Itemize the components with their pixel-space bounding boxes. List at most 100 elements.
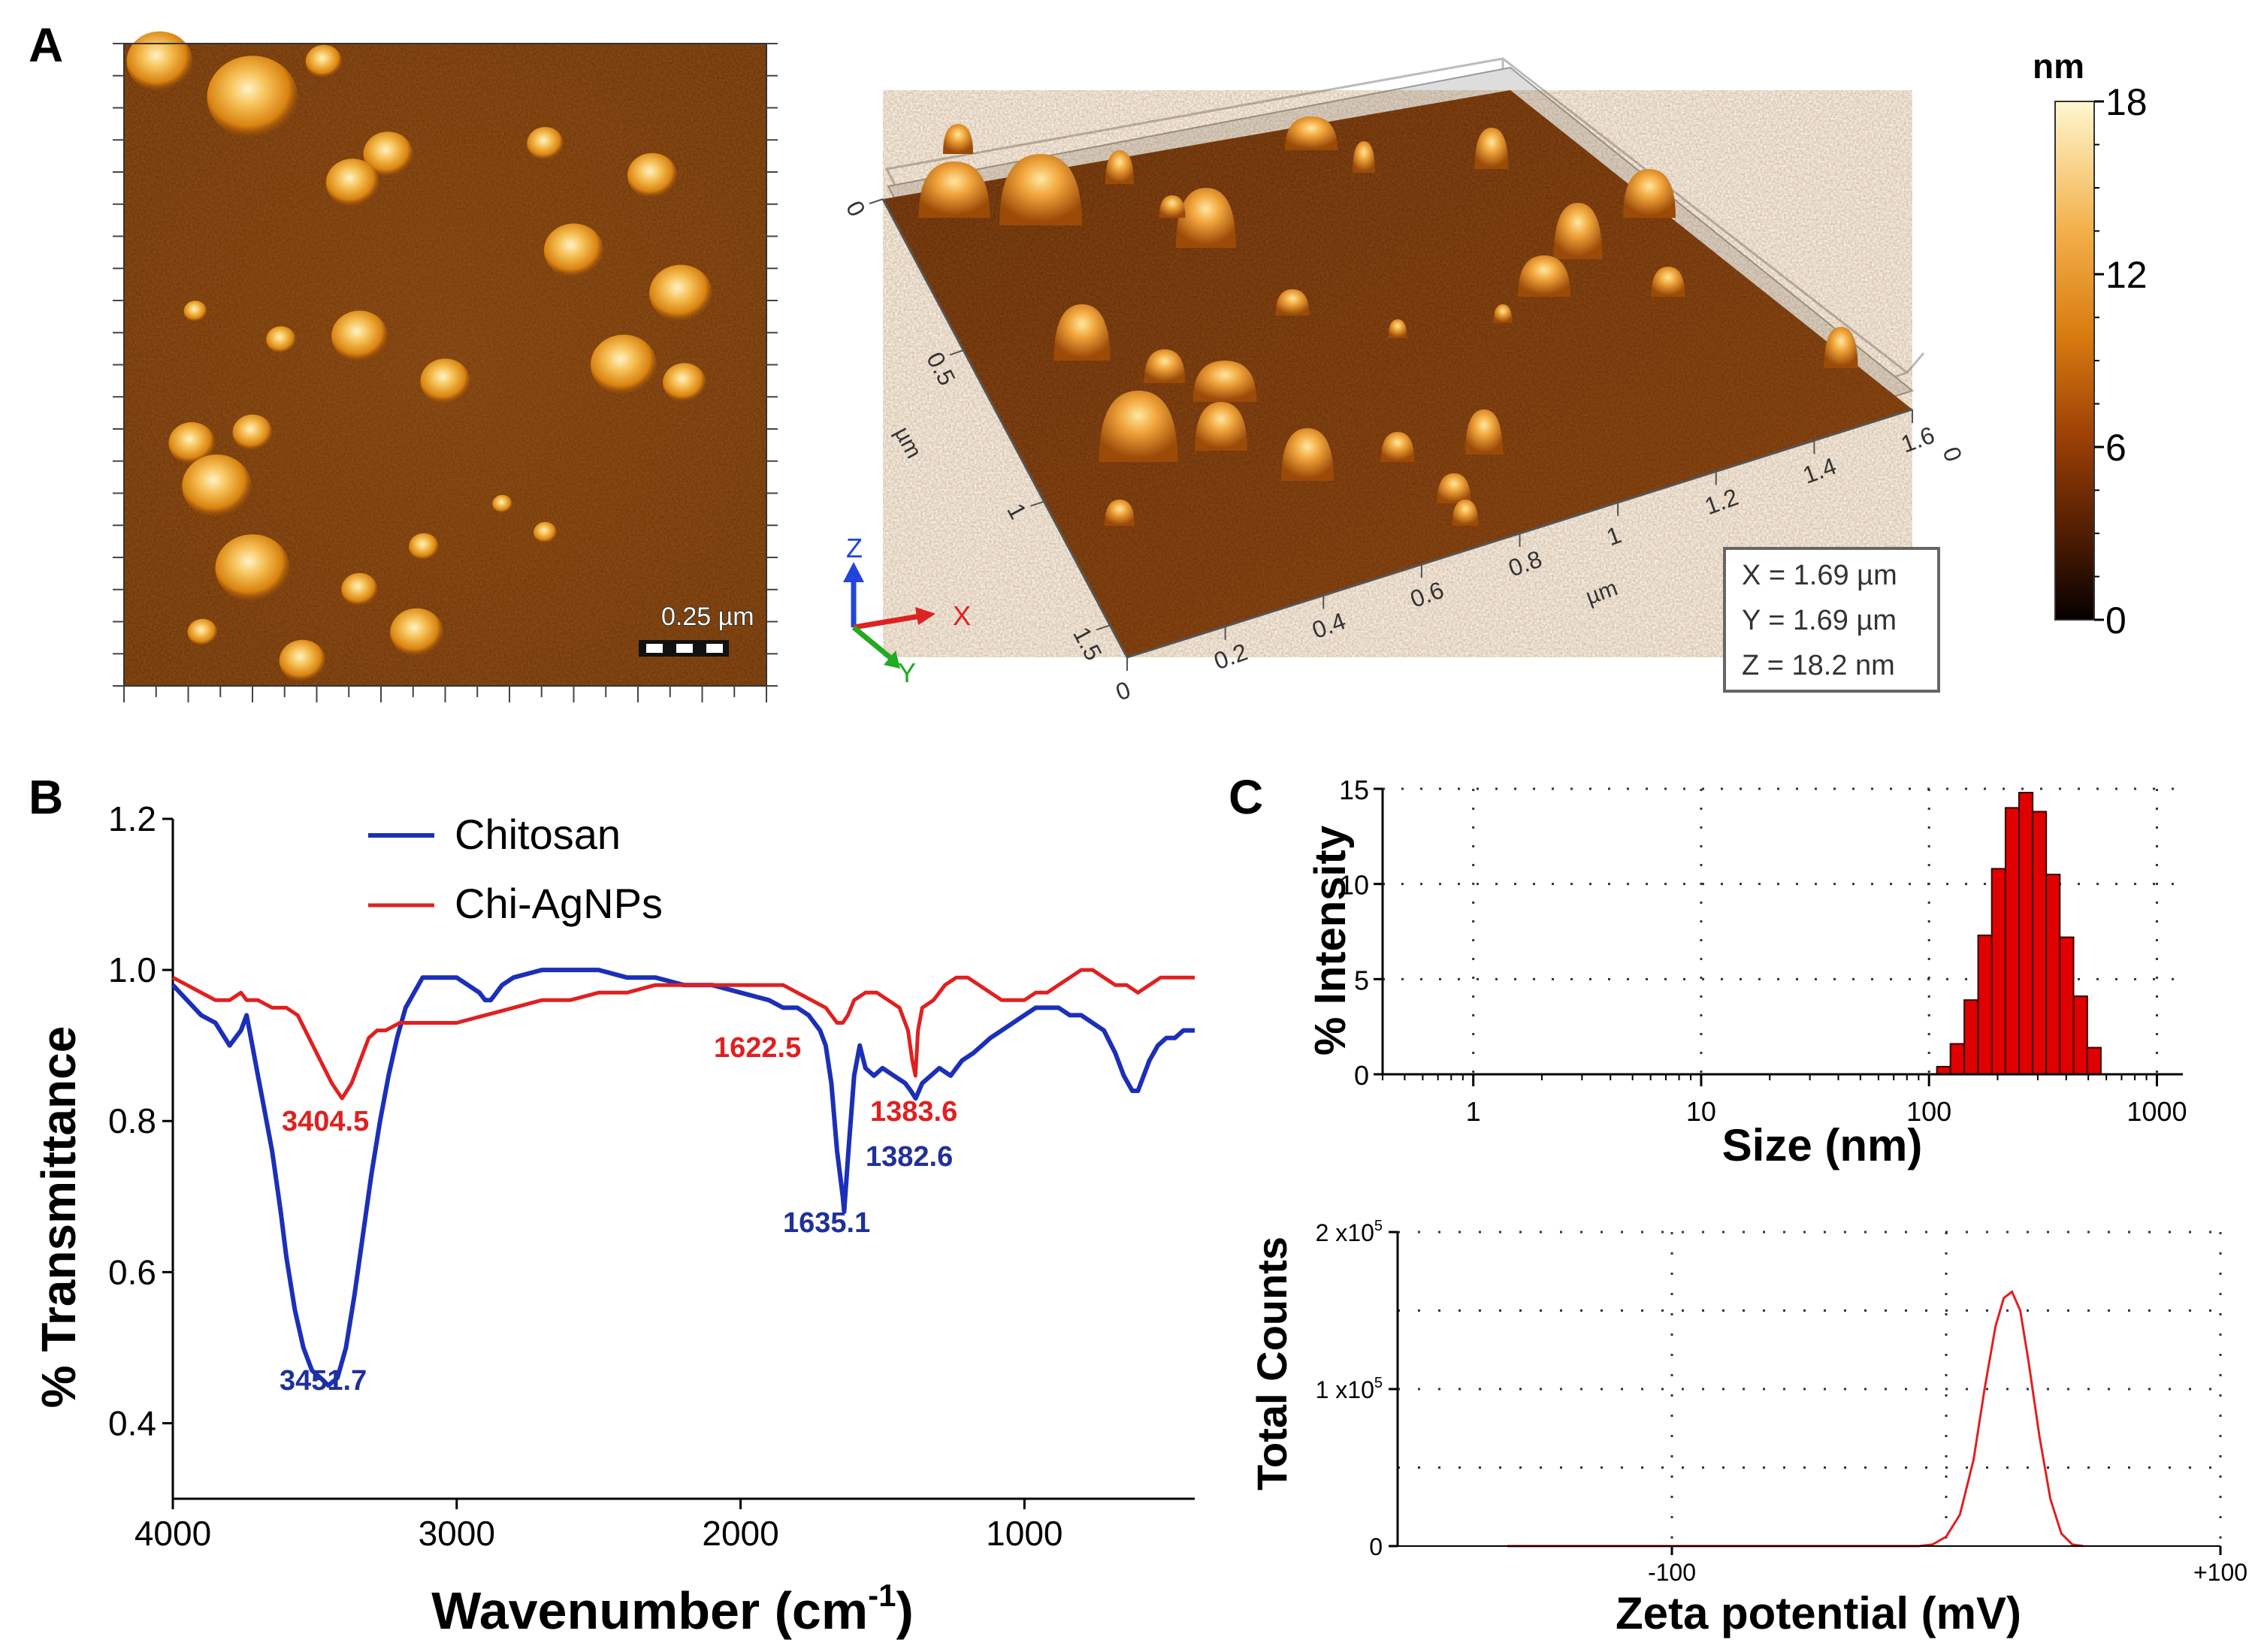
panel-label-c: C <box>1229 770 1263 824</box>
afm-particle <box>187 618 218 646</box>
afm-surface-mound <box>1275 289 1310 316</box>
ftir-xlabel: Wavenumber (cm-1) <box>431 1578 914 1640</box>
ftir-ylabel: % Transmittance <box>32 1026 86 1409</box>
afm-surface-mound <box>1285 116 1338 150</box>
surface-x-tick-label: 1 <box>1603 521 1625 551</box>
afm-particle <box>492 494 512 513</box>
dls-bar <box>1977 935 1993 1075</box>
afm-surface-mound <box>1824 327 1858 368</box>
dls-x-tick-label: 100 <box>1906 1096 1951 1127</box>
dls-ylabel: % Intensity <box>1306 826 1355 1056</box>
ftir-x-tick-label: 2000 <box>702 1514 778 1553</box>
axis-triad-icon: Z X Y <box>843 533 971 688</box>
afm-particle <box>331 310 388 362</box>
afm-particle <box>591 334 657 395</box>
peak-label-agnp-1383: 1383.6 <box>870 1096 957 1128</box>
dls-x-tick-label: 1 <box>1466 1096 1481 1127</box>
panel-label-b: B <box>29 770 63 824</box>
surface-y-tick-label: 1 <box>1002 499 1032 524</box>
afm-surface-mound <box>1651 267 1685 297</box>
zeta-chart: 0 1 x105 2 x105 -100 +100 Total Counts Zeta … <box>1248 1218 2247 1638</box>
peak-label-agnp-3404: 3404.5 <box>282 1106 369 1137</box>
peak-label-chitosan-1382: 1382.6 <box>866 1141 953 1173</box>
ftir-x-tick-label: 1000 <box>986 1514 1062 1553</box>
colorbar-tick-label: 18 <box>2105 81 2148 123</box>
dls-y-tick-label: 10 <box>1339 870 1369 901</box>
legend: Chitosan Chi-AgNPs <box>368 811 663 927</box>
scale-bar-label: 0.25 µm <box>661 603 754 631</box>
dls-bar <box>1990 868 2006 1076</box>
dimension-box: X = 1.69 µm Y = 1.69 µm Z = 18.2 nm <box>1723 547 1940 693</box>
ftir-y-tick-label: 0.8 <box>108 1101 156 1140</box>
afm-particle <box>215 534 290 603</box>
series-line-chitosan <box>171 968 1195 1388</box>
zeta-xlabel: Zeta potential (mV) <box>1616 1588 2021 1638</box>
afm-particle <box>627 153 677 198</box>
dls-bar <box>2072 995 2088 1075</box>
afm-particle <box>182 455 252 518</box>
surface-y-tick-label: 0 <box>841 196 871 221</box>
panel-label-a: A <box>29 18 63 72</box>
dim-z: Z = 18.2 nm <box>1742 650 1895 681</box>
surface-x-tick-label: 0.6 <box>1407 576 1447 613</box>
legend-label-chi-agnps: Chi-AgNPs <box>455 880 663 927</box>
dim-x: X = 1.69 µm <box>1742 560 1897 591</box>
afm-particle <box>183 301 207 322</box>
colorbar: nm 0 6 12 18 <box>2033 47 2148 642</box>
colorbar-gradient <box>2054 101 2095 621</box>
afm-surface-mound <box>1437 473 1471 503</box>
dls-x-tick-label: 10 <box>1686 1096 1716 1127</box>
afm-particle <box>341 572 378 606</box>
colorbar-tick-label: 12 <box>2105 254 2148 296</box>
axis-x-label: X <box>953 600 971 631</box>
dls-bar <box>1949 1043 1965 1076</box>
surface-x-tick-label: 0 <box>1112 676 1134 706</box>
afm-surface-mound <box>1452 500 1479 526</box>
surface-x-tick-label: 1.2 <box>1701 483 1742 520</box>
ftir-chart: 0.4 0.6 0.8 1.0 1.2 4000 3000 2000 1000 % Transm… <box>32 799 1195 1640</box>
zeta-y-tick-label: 0 <box>1369 1533 1383 1560</box>
afm-surface-mound <box>1159 195 1186 218</box>
afm-particle <box>543 223 604 278</box>
afm-surface-mound <box>1518 255 1570 297</box>
afm-particle <box>126 31 193 92</box>
afm-particle <box>390 608 443 657</box>
surface-x-tick-label: 0.8 <box>1505 545 1546 582</box>
surface-y-unit: µm <box>890 423 926 463</box>
dls-y-tick-label: 5 <box>1354 965 1369 995</box>
afm-particle <box>527 127 564 160</box>
colorbar-tick-label: 0 <box>2105 599 2127 642</box>
dls-bar <box>1963 999 1979 1075</box>
ftir-y-tick-label: 0.6 <box>108 1252 156 1291</box>
ftir-y-tick-label: 0.4 <box>108 1403 156 1442</box>
dls-xlabel: Size (nm) <box>1722 1120 1923 1170</box>
afm-surface-mound <box>1623 169 1676 218</box>
surface-x-tick-label: 1.6 <box>1897 421 1938 458</box>
colorbar-unit: nm <box>2033 47 2084 86</box>
zeta-x-tick-label: +100 <box>2193 1559 2247 1586</box>
surface-z-end-tick: 0 <box>1937 443 1967 465</box>
dls-bar <box>2004 807 2021 1076</box>
afm-surface-mound <box>1105 150 1134 184</box>
afm-particle <box>663 363 706 403</box>
afm-surface-mound <box>1353 141 1375 173</box>
afm-2d-image: 0.25 µm <box>113 31 778 702</box>
afm-surface-mound <box>1053 304 1111 361</box>
afm-particle <box>420 358 470 404</box>
dls-y-tick-label: 0 <box>1354 1060 1369 1091</box>
afm-particle <box>305 44 343 78</box>
dls-bar <box>2059 936 2075 1075</box>
surface-x-tick-label: 1.4 <box>1799 452 1839 489</box>
afm-particle <box>534 521 557 543</box>
afm-particle <box>325 159 379 207</box>
dls-chart: 0 5 10 15 1 10 100 1000 % Intensity Size (nm) <box>1306 775 2187 1170</box>
zeta-y-tick-label: 1 x105 <box>1316 1375 1383 1403</box>
afm-particle <box>168 422 216 464</box>
afm-surface-mound <box>1474 128 1509 169</box>
zeta-y-tick-label: 2 x105 <box>1316 1218 1383 1246</box>
colorbar-tick-label: 6 <box>2105 427 2127 469</box>
dls-bar <box>2031 811 2048 1076</box>
axis-z-label: Z <box>846 533 863 563</box>
legend-label-chitosan: Chitosan <box>455 811 621 858</box>
dls-bar <box>2086 1046 2102 1075</box>
